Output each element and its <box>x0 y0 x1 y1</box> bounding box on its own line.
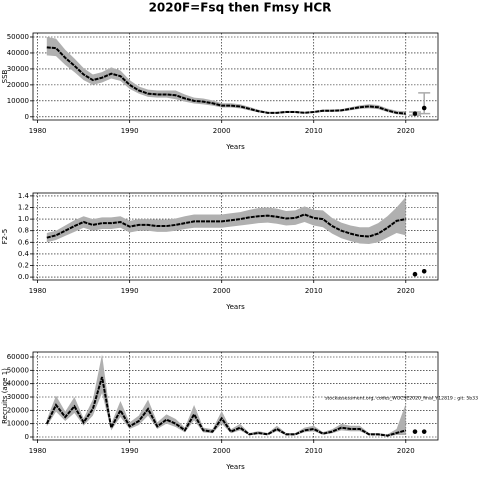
forecast-point <box>412 271 418 277</box>
y-tick-label: 0 <box>25 113 29 121</box>
x-tick-label: 2010 <box>305 287 323 295</box>
figure-title: 2020F=Fsq then Fmsy HCR <box>149 1 332 15</box>
estimate-line <box>46 213 406 239</box>
y-tick-label: 10000 <box>7 420 29 428</box>
x-axis-label: Years <box>225 463 245 471</box>
y-axis-label: F2-5 <box>1 229 9 244</box>
y-tick-label: 40000 <box>7 380 29 388</box>
x-tick-label: 2020 <box>397 287 415 295</box>
x-tick-label: 2010 <box>305 447 323 455</box>
plot-frame <box>32 351 439 441</box>
y-tick-label: 50000 <box>7 33 29 41</box>
y-tick-label: 20000 <box>7 81 29 89</box>
y-tick-label: 30000 <box>7 393 29 401</box>
x-tick-label: 2000 <box>213 287 231 295</box>
x-tick-label: 1990 <box>121 287 139 295</box>
annotation: stockassessment.org, codes_WGCSE2020_fin… <box>325 396 478 402</box>
y-tick-label: 20000 <box>7 406 29 414</box>
y-axis-label: Recruits (age 1) <box>1 368 9 424</box>
y-tick-label: 0.4 <box>18 250 30 258</box>
panel: 1980 1990 2000 2010 2020 0 10000 20000 30000 4000… <box>1 351 478 471</box>
x-tick-label: 1980 <box>29 447 47 455</box>
estimate-line <box>45 376 407 437</box>
panel: 1980 1990 2000 2010 2020 0 10000 20000 30000 4000… <box>1 32 439 151</box>
estimate-line <box>46 46 406 115</box>
y-tick-label: 0.2 <box>18 262 29 270</box>
y-tick-label: 10000 <box>7 97 29 105</box>
x-tick-label: 1990 <box>121 447 139 455</box>
y-tick-label: 40000 <box>7 49 29 57</box>
forecast-point <box>421 269 427 274</box>
confidence-band <box>46 36 406 116</box>
x-tick-label: 1980 <box>29 287 47 295</box>
x-axis-label: Years <box>225 303 245 311</box>
x-tick-label: 2020 <box>397 447 415 455</box>
y-tick-label: 1.2 <box>18 204 29 212</box>
forecast-point <box>412 111 418 116</box>
y-tick-label: 1.4 <box>18 192 30 200</box>
panel: 1980 1990 2000 2010 2020 0.0 0.2 0.4 0.6 0.8 1.0 1.… <box>1 192 439 311</box>
y-axis-label: SSB <box>1 69 9 83</box>
x-tick-label: 2010 <box>305 127 323 135</box>
y-tick-label: 30000 <box>7 65 29 73</box>
y-tick-label: 0.0 <box>18 273 29 281</box>
x-tick-label: 1980 <box>29 127 47 135</box>
y-tick-label: 0 <box>25 433 29 441</box>
y-tick-label: 1.0 <box>18 215 29 223</box>
forecast-point <box>421 105 427 111</box>
x-tick-label: 2000 <box>213 127 231 135</box>
plot-frame <box>32 192 439 281</box>
forecast-point <box>412 429 418 434</box>
x-tick-label: 2020 <box>397 127 415 135</box>
y-tick-label: 60000 <box>7 353 29 361</box>
plot-frame <box>32 32 439 121</box>
y-tick-label: 0.6 <box>18 238 30 246</box>
y-tick-label: 0.8 <box>18 227 29 235</box>
x-tick-label: 2000 <box>213 447 231 455</box>
forecast-point <box>421 429 427 434</box>
y-tick-label: 50000 <box>7 366 29 374</box>
x-tick-label: 1990 <box>121 127 139 135</box>
x-axis-label: Years <box>225 143 245 151</box>
